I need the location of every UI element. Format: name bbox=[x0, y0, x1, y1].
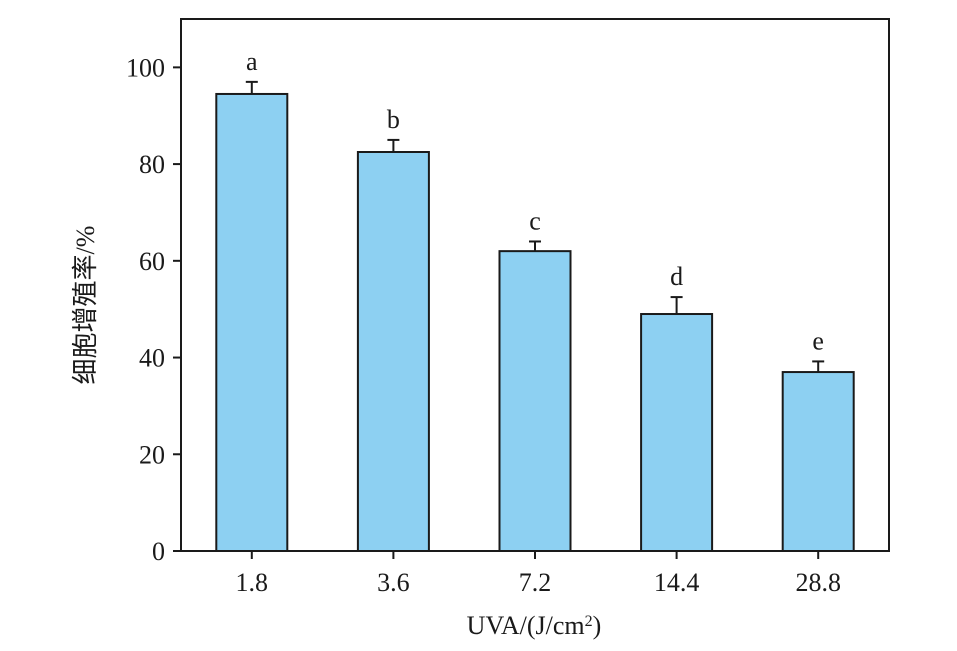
bar-3.6 bbox=[356, 151, 430, 552]
significance-label: e bbox=[812, 326, 824, 355]
bar-28.8 bbox=[781, 371, 855, 552]
x-tick-label: 7.2 bbox=[519, 568, 552, 597]
y-axis-title: 细胞增殖率/% bbox=[71, 226, 100, 385]
x-ticks-group: 1.8 3.6 7.2 14.4 28.8 bbox=[236, 551, 841, 597]
y-ticks-group: 0 20 40 60 80 100 bbox=[126, 53, 181, 566]
bar-14.4 bbox=[640, 313, 714, 552]
x-axis-title-main: UVA/(J/cm bbox=[467, 611, 585, 640]
y-tick-label: 0 bbox=[152, 537, 165, 566]
x-axis-title-tail: ) bbox=[593, 611, 602, 640]
significance-label: b bbox=[387, 105, 400, 134]
x-axis-title: UVA/(J/cm2) bbox=[467, 611, 602, 640]
significance-label: c bbox=[529, 206, 541, 235]
x-tick-label: 3.6 bbox=[377, 568, 410, 597]
x-tick-label: 1.8 bbox=[236, 568, 269, 597]
error-bars-group bbox=[245, 80, 825, 373]
bar-7.2 bbox=[498, 250, 572, 553]
x-tick-label: 14.4 bbox=[654, 568, 700, 597]
significance-label: a bbox=[246, 47, 258, 76]
y-tick-label: 40 bbox=[139, 344, 165, 373]
significance-label: d bbox=[670, 262, 683, 291]
bar-1.8 bbox=[215, 92, 289, 553]
bars-group bbox=[215, 92, 855, 553]
y-tick-label: 20 bbox=[139, 440, 165, 469]
y-tick-label: 60 bbox=[139, 247, 165, 276]
significance-labels-group: a b c d e bbox=[246, 47, 824, 356]
y-tick-label: 80 bbox=[139, 150, 165, 179]
x-axis-title-sup: 2 bbox=[585, 613, 593, 630]
x-tick-label: 28.8 bbox=[795, 568, 841, 597]
y-tick-label: 100 bbox=[126, 53, 165, 82]
